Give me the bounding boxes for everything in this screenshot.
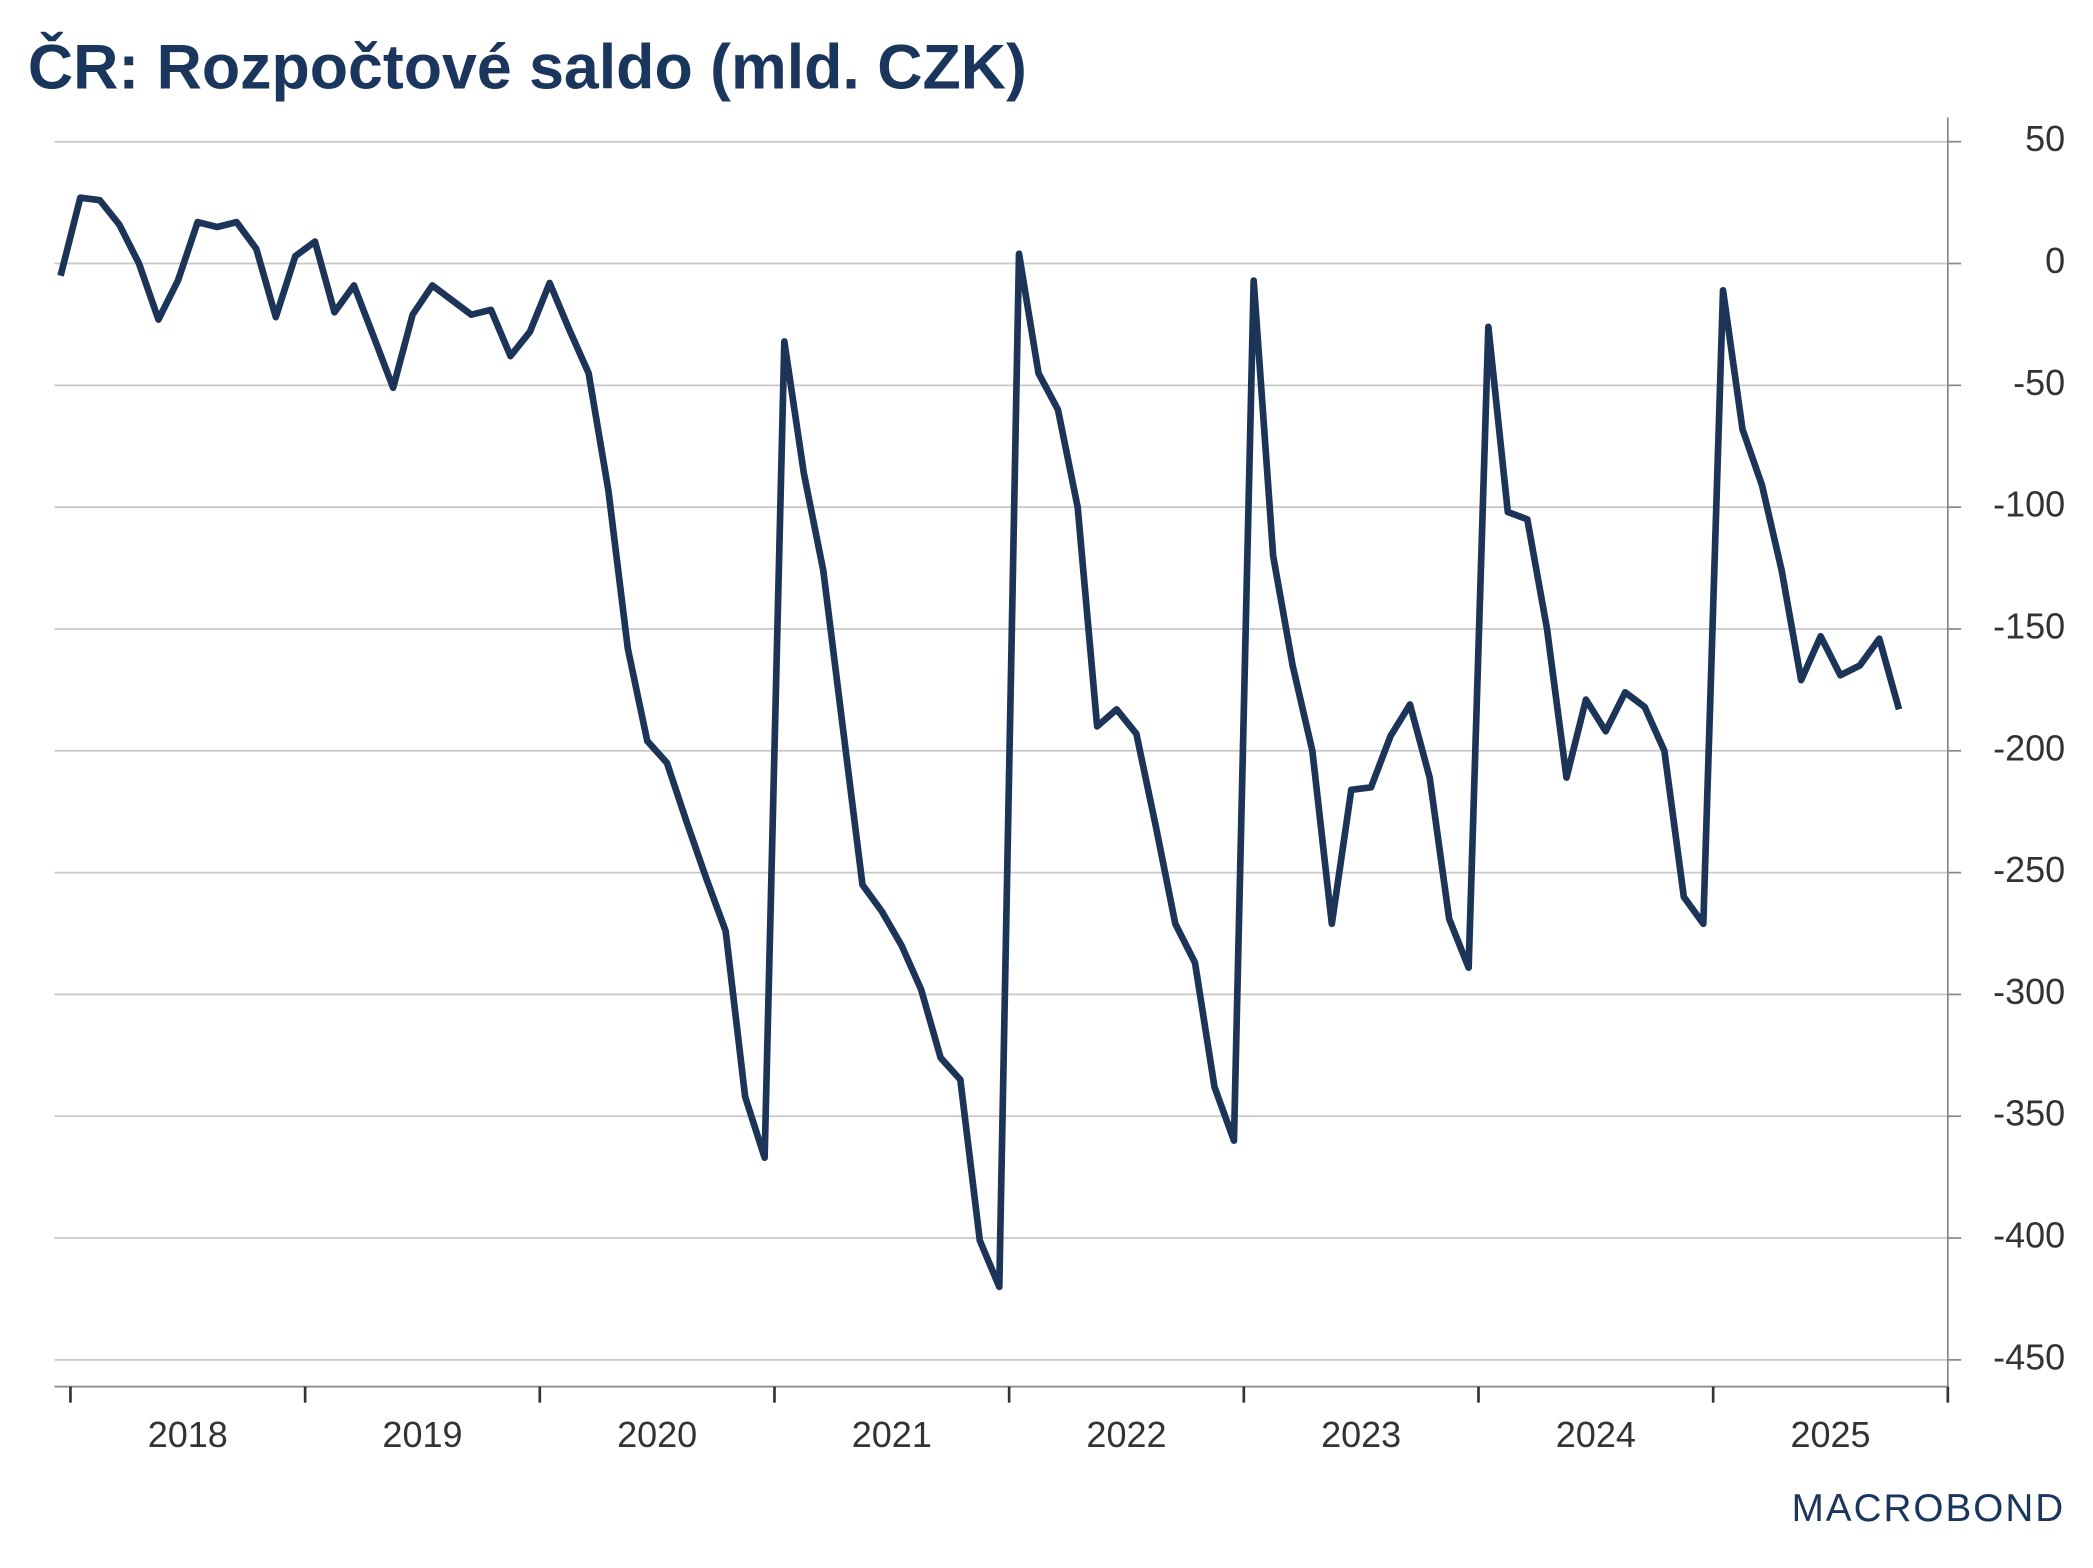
x-tick-label: 2020 xyxy=(617,1414,697,1455)
x-tick-label: 2021 xyxy=(852,1414,932,1455)
y-tick-label: 0 xyxy=(2045,240,2065,281)
x-tick-label: 2024 xyxy=(1556,1414,1636,1455)
y-tick-label: -200 xyxy=(1993,727,2065,768)
y-tick-label: 50 xyxy=(2025,118,2065,159)
x-tick-label: 2019 xyxy=(382,1414,462,1455)
y-tick-label: -300 xyxy=(1993,971,2065,1012)
y-tick-label: -150 xyxy=(1993,605,2065,646)
x-tick-label: 2025 xyxy=(1790,1414,1870,1455)
y-tick-label: -50 xyxy=(2013,362,2065,403)
x-tick-label: 2018 xyxy=(148,1414,228,1455)
data-line xyxy=(57,194,1903,1291)
x-tick-label: 2023 xyxy=(1321,1414,1401,1455)
x-tick-label: 2022 xyxy=(1086,1414,1166,1455)
y-tick-label: -250 xyxy=(1993,849,2065,890)
y-tick-label: -400 xyxy=(1993,1215,2065,1256)
watermark: MACROBOND xyxy=(1792,1487,2066,1530)
y-tick-label: -100 xyxy=(1993,484,2065,525)
y-tick-label: -350 xyxy=(1993,1093,2065,1134)
y-tick-label: -450 xyxy=(1993,1336,2065,1377)
chart-title: ČR: Rozpočtové saldo (mld. CZK) xyxy=(28,32,1027,103)
